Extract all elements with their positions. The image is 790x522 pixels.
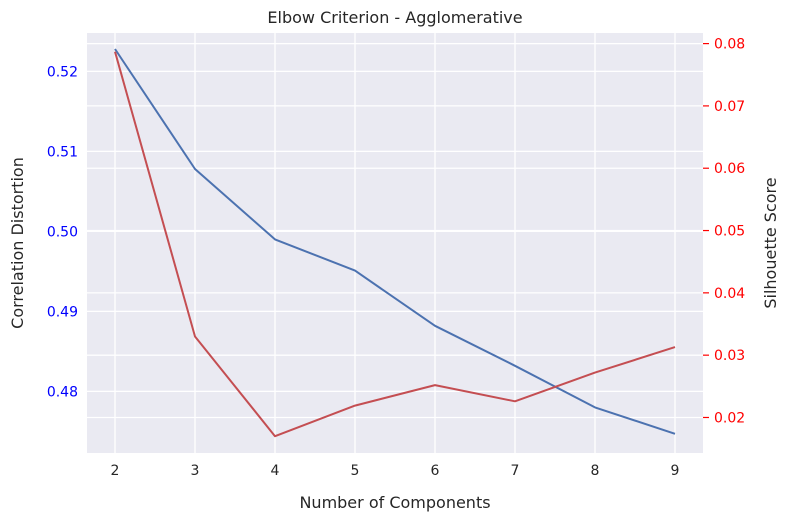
left-tick-labels: 0.48 0.49 0.50 0.51 0.52 xyxy=(47,64,78,400)
x-tick-label-6: 6 xyxy=(431,463,440,479)
right-tick-labels: 0.02 0.03 0.04 0.05 0.06 0.07 0.08 xyxy=(703,37,745,426)
x-tick-label-4: 4 xyxy=(271,463,280,479)
left-tick-label-0.52: 0.52 xyxy=(47,64,78,80)
right-tick-label-0.05: 0.05 xyxy=(714,224,745,240)
left-tick-label-0.49: 0.49 xyxy=(47,304,78,320)
right-tick-label-0.03: 0.03 xyxy=(714,348,745,364)
x-tick-label-9: 9 xyxy=(671,463,680,479)
left-axis-label: Correlation Distortion xyxy=(8,157,27,329)
distortion-line xyxy=(114,48,676,435)
series-layer xyxy=(114,48,676,438)
left-tick-label-0.50: 0.50 xyxy=(47,224,78,240)
x-gridlines xyxy=(114,33,676,453)
plot-area xyxy=(87,33,703,453)
x-tick-label-8: 8 xyxy=(591,463,600,479)
right-tick-label-0.08: 0.08 xyxy=(714,37,745,53)
x-tick-label-5: 5 xyxy=(351,463,360,479)
right-tick-label-0.04: 0.04 xyxy=(714,286,745,302)
left-gridlines xyxy=(87,70,703,393)
x-tick-label-3: 3 xyxy=(191,463,200,479)
silhouette-line xyxy=(114,51,676,438)
chart-title: Elbow Criterion - Agglomerative xyxy=(267,8,522,27)
x-tick-label-7: 7 xyxy=(511,463,520,479)
right-axis-label: Silhouette Score xyxy=(761,177,780,308)
x-tick-labels: 2 3 4 5 6 7 8 9 xyxy=(111,463,680,479)
x-axis-label: Number of Components xyxy=(299,493,490,512)
left-tick-label-0.48: 0.48 xyxy=(47,384,78,400)
right-tick-label-0.06: 0.06 xyxy=(714,161,745,177)
right-gridlines xyxy=(87,42,703,419)
right-tick-label-0.02: 0.02 xyxy=(714,410,745,426)
x-tick-label-2: 2 xyxy=(111,463,120,479)
left-tick-label-0.51: 0.51 xyxy=(47,144,78,160)
right-tick-label-0.07: 0.07 xyxy=(714,99,745,115)
